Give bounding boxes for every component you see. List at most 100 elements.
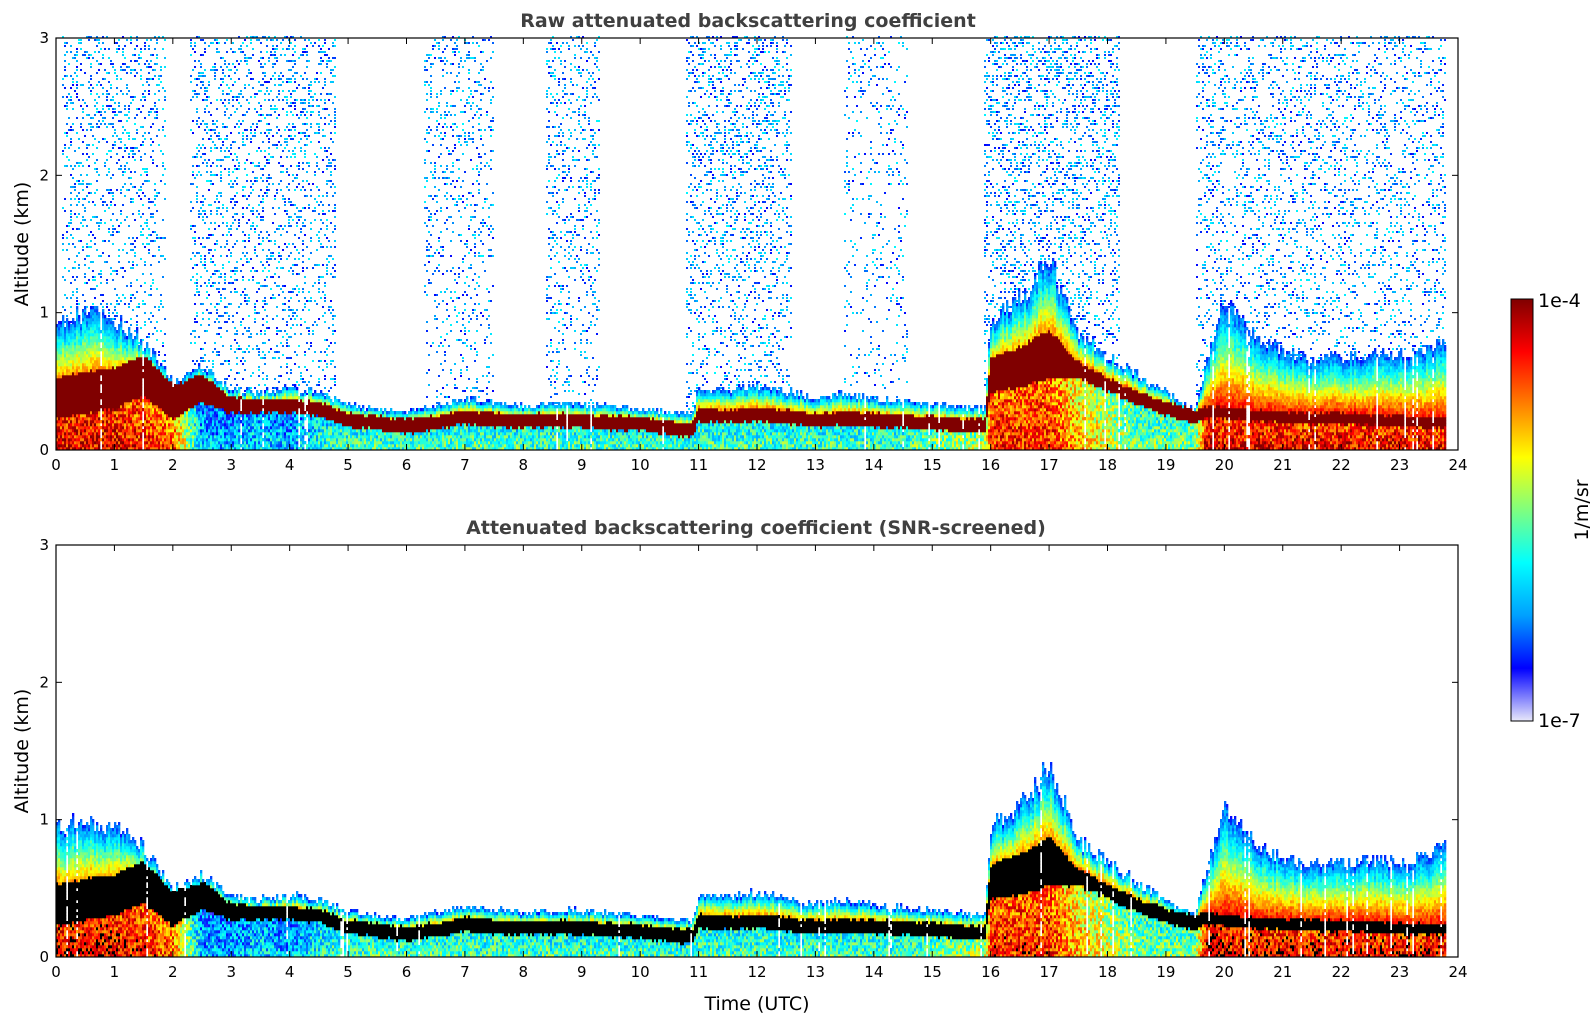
backscatter-cell: [102, 354, 104, 357]
noise-cell: [136, 39, 138, 41]
backscatter-cell: [110, 378, 112, 381]
backscatter-cell: [82, 399, 84, 402]
backscatter-cell: [132, 354, 134, 357]
noise-cell: [116, 312, 118, 314]
backscatter-cell: [120, 348, 122, 351]
noise-cell: [108, 192, 110, 194]
backscatter-cell: [102, 405, 104, 408]
backscatter-cell: [108, 432, 110, 435]
backscatter-cell: [92, 429, 94, 432]
backscatter-cell: [94, 357, 96, 360]
backscatter-cell: [126, 336, 128, 339]
noise-cell: [128, 153, 130, 155]
noise-cell: [118, 231, 120, 233]
noise-cell: [108, 189, 110, 191]
backscatter-cell: [104, 420, 106, 423]
backscatter-cell: [70, 432, 72, 435]
backscatter-cell: [128, 381, 130, 384]
noise-cell: [126, 285, 128, 287]
backscatter-cell: [60, 357, 62, 360]
noise-cell: [90, 219, 92, 221]
backscatter-cell: [58, 360, 60, 363]
noise-cell: [110, 273, 112, 275]
noise-cell: [78, 264, 80, 266]
backscatter-cell: [96, 330, 98, 333]
backscatter-cell: [70, 372, 72, 375]
backscatter-cell: [74, 390, 76, 393]
backscatter-cell: [74, 408, 76, 411]
backscatter-cell: [100, 348, 102, 351]
backscatter-cell: [90, 357, 92, 360]
backscatter-cell: [70, 405, 72, 408]
noise-cell: [122, 48, 124, 50]
noise-cell: [120, 267, 122, 269]
noise-cell: [78, 198, 80, 200]
backscatter-cell: [74, 321, 76, 324]
backscatter-cell: [116, 381, 118, 384]
noise-cell: [78, 165, 80, 167]
backscatter-cell: [62, 357, 64, 360]
backscatter-cell: [102, 429, 104, 432]
backscatter-cell: [110, 351, 112, 354]
backscatter-cell: [88, 402, 90, 405]
backscatter-cell: [102, 372, 104, 375]
noise-cell: [88, 144, 90, 146]
backscatter-cell: [78, 411, 80, 414]
backscatter-cell: [80, 345, 82, 348]
noise-cell: [134, 171, 136, 173]
noise-cell: [70, 186, 72, 188]
backscatter-cell: [114, 330, 116, 333]
backscatter-cell: [128, 366, 130, 369]
backscatter-cell: [120, 330, 122, 333]
backscatter-cell: [94, 405, 96, 408]
backscatter-cell: [122, 426, 124, 429]
backscatter-cell: [114, 375, 116, 378]
backscatter-cell: [106, 387, 108, 390]
backscatter-cell: [96, 375, 98, 378]
noise-cell: [90, 231, 92, 233]
backscatter-cell: [130, 435, 132, 438]
noise-cell: [104, 48, 106, 50]
noise-cell: [70, 102, 72, 104]
noise-cell: [104, 123, 106, 125]
backscatter-cell: [64, 420, 66, 423]
noise-cell: [106, 303, 108, 305]
backscatter-cell: [60, 339, 62, 342]
noise-cell: [136, 321, 138, 323]
backscatter-cell: [76, 408, 78, 411]
backscatter-cell: [86, 387, 88, 390]
noise-cell: [118, 249, 120, 251]
backscatter-cell: [104, 387, 106, 390]
backscatter-cell: [122, 375, 124, 378]
noise-cell: [104, 201, 106, 203]
noise-cell: [132, 99, 134, 101]
backscatter-cell: [134, 387, 136, 390]
backscatter-cell: [94, 381, 96, 384]
noise-cell: [78, 42, 80, 44]
raw-panel-title: Raw attenuated backscattering coefficien…: [520, 10, 976, 32]
backscatter-cell: [92, 318, 94, 321]
noise-cell: [102, 93, 104, 95]
backscatter-cell: [58, 363, 60, 366]
backscatter-cell: [116, 405, 118, 408]
backscatter-cell: [100, 420, 102, 423]
backscatter-cell: [116, 375, 118, 378]
noise-cell: [86, 186, 88, 188]
backscatter-cell: [78, 414, 80, 417]
backscatter-cell: [62, 444, 64, 447]
backscatter-cell: [112, 390, 114, 393]
backscatter-cell: [114, 417, 116, 420]
noise-cell: [80, 63, 82, 65]
backscatter-cell: [60, 435, 62, 438]
backscatter-cell: [58, 408, 60, 411]
backscatter-cell: [80, 444, 82, 447]
backscatter-cell: [84, 411, 86, 414]
backscatter-cell: [120, 375, 122, 378]
noise-cell: [128, 66, 130, 68]
backscatter-cell: [88, 372, 90, 375]
backscatter-cell: [82, 423, 84, 426]
backscatter-cell: [60, 432, 62, 435]
backscatter-cell: [110, 441, 112, 444]
backscatter-cell: [66, 435, 68, 438]
backscatter-cell: [90, 321, 92, 324]
